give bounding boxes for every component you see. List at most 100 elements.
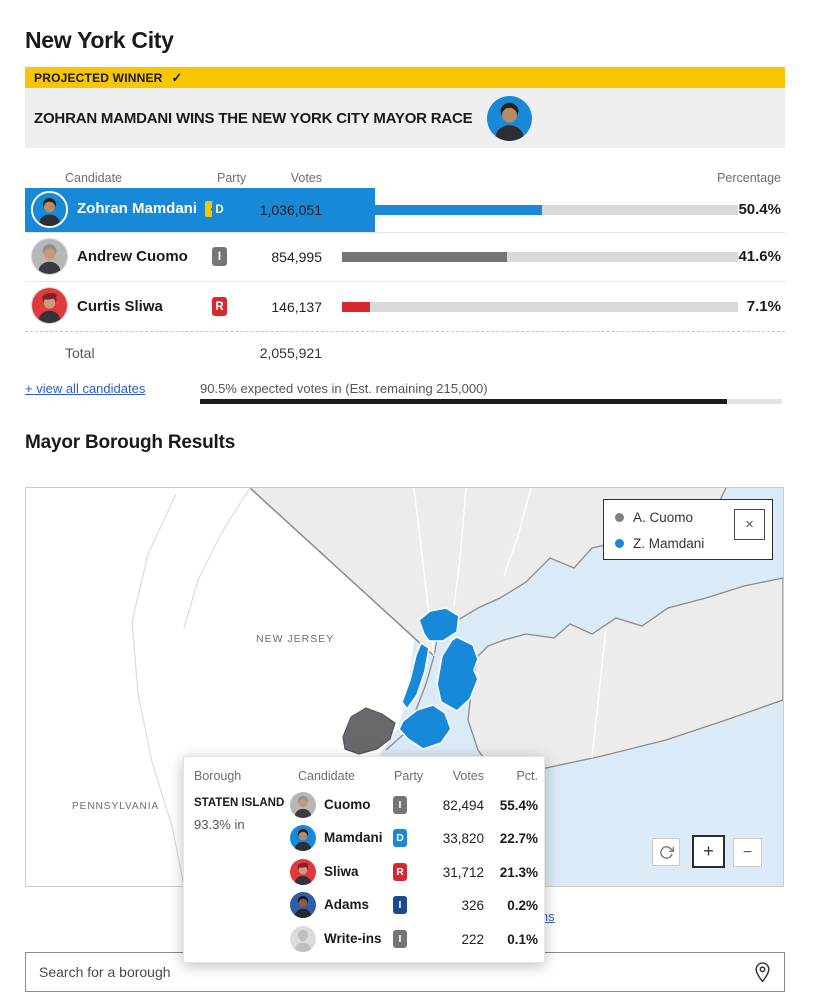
tt-votes: 31,712 bbox=[442, 865, 484, 880]
votes-value: 1,036,051 bbox=[259, 202, 322, 218]
winner-headline-bar: ZOHRAN MAMDANI WINS THE NEW YORK CITY MA… bbox=[25, 88, 785, 148]
candidate-row-cuomo: Andrew Cuomo I 854,995 41.6% bbox=[0, 232, 819, 280]
borough-map[interactable]: NEW JERSEY PENNSYLVANIA A. Cuomo Z. Mamd… bbox=[25, 487, 784, 887]
tt-candidate-name: Mamdani bbox=[324, 830, 383, 845]
county-line bbox=[591, 627, 607, 759]
mamdani-avatar bbox=[290, 825, 316, 851]
party-badge: D bbox=[212, 200, 227, 219]
tt-votes: 326 bbox=[461, 898, 484, 913]
mamdani-legend-dot-icon bbox=[615, 539, 624, 548]
region-westchester-ct bbox=[414, 488, 726, 656]
result-bar bbox=[342, 205, 738, 215]
borough-search-input[interactable] bbox=[26, 964, 754, 980]
map-legend: A. Cuomo Z. Mamdani × bbox=[603, 499, 773, 560]
legend-item-cuomo: A. Cuomo bbox=[615, 510, 693, 525]
col-header-candidate: Candidate bbox=[65, 171, 122, 185]
col-header-votes: Votes bbox=[290, 171, 322, 185]
nj-ny-border bbox=[249, 488, 435, 657]
tooltip-reporting: 93.3% in bbox=[194, 817, 245, 832]
tt-pct: 22.7% bbox=[499, 831, 538, 846]
map-zoom-out-button[interactable]: − bbox=[733, 838, 762, 867]
nj-county-line bbox=[183, 488, 251, 629]
candidate-name: Zohran Mamdani bbox=[77, 200, 198, 217]
tt-pct: 0.2% bbox=[507, 898, 538, 913]
candidate-row-sliwa: Curtis Sliwa R 146,137 7.1% bbox=[0, 281, 819, 330]
winner-headline: ZOHRAN MAMDANI WINS THE NEW YORK CITY MA… bbox=[34, 109, 473, 127]
votes-value: 854,995 bbox=[271, 249, 322, 265]
expected-votes-bar-fill bbox=[200, 399, 727, 404]
result-bar-fill bbox=[342, 205, 542, 215]
tooltip-row-cuomo: Cuomo I 82,494 55.4% bbox=[184, 792, 544, 818]
borough-staten-island[interactable] bbox=[342, 707, 396, 755]
map-label-new-jersey: NEW JERSEY bbox=[256, 633, 335, 645]
total-label: Total bbox=[65, 345, 95, 361]
sliwa-avatar bbox=[290, 859, 316, 885]
party-badge: R bbox=[212, 297, 227, 316]
sliwa-avatar bbox=[31, 287, 68, 324]
result-bar-fill bbox=[342, 252, 507, 262]
mamdani-avatar bbox=[31, 191, 68, 228]
party-badge: I bbox=[393, 930, 407, 948]
adams-avatar bbox=[290, 892, 316, 918]
tt-candidate-name: Cuomo bbox=[324, 797, 371, 812]
pct-value: 41.6% bbox=[738, 248, 781, 265]
borough-brooklyn[interactable] bbox=[398, 704, 452, 750]
tt-pct: 21.3% bbox=[499, 865, 538, 880]
minus-icon: − bbox=[742, 843, 753, 861]
cuomo-avatar bbox=[290, 792, 316, 818]
county-line bbox=[453, 488, 467, 607]
tt-header-candidate: Candidate bbox=[298, 769, 355, 783]
tt-votes: 33,820 bbox=[442, 831, 484, 846]
location-pin-icon[interactable] bbox=[754, 961, 771, 983]
legend-item-mamdani: Z. Mamdani bbox=[615, 536, 704, 551]
pct-value: 7.1% bbox=[746, 298, 781, 315]
borough-section-title: Mayor Borough Results bbox=[25, 432, 236, 453]
tt-header-party: Party bbox=[394, 769, 424, 783]
party-badge: I bbox=[393, 896, 407, 914]
map-canvas[interactable] bbox=[26, 488, 783, 886]
region-long-island bbox=[467, 577, 783, 771]
map-reset-button[interactable] bbox=[652, 838, 680, 866]
nj-county-line bbox=[131, 493, 185, 886]
borough-manhattan[interactable] bbox=[401, 642, 430, 710]
tt-header-pct: Pct. bbox=[516, 769, 538, 783]
total-divider bbox=[25, 330, 785, 332]
close-icon: × bbox=[745, 516, 754, 533]
mamdani-avatar bbox=[487, 95, 533, 141]
tt-pct: 0.1% bbox=[507, 932, 538, 947]
winner-row-highlight bbox=[25, 188, 375, 232]
votes-value: 146,137 bbox=[271, 299, 322, 315]
borough-queens[interactable] bbox=[436, 636, 479, 712]
col-header-party: Party bbox=[217, 171, 247, 185]
plus-icon: + bbox=[703, 841, 714, 861]
party-badge: I bbox=[212, 247, 227, 266]
refresh-icon bbox=[659, 845, 674, 859]
tt-candidate-name: Sliwa bbox=[324, 864, 359, 879]
view-all-candidates-link[interactable]: + view all candidates bbox=[25, 381, 146, 396]
cuomo-legend-dot-icon bbox=[615, 513, 624, 522]
row-divider bbox=[25, 280, 785, 282]
tt-candidate-name: Adams bbox=[324, 897, 370, 912]
map-label-pennsylvania: PENNSYLVANIA bbox=[72, 801, 160, 812]
total-votes: 2,055,921 bbox=[259, 345, 322, 361]
tooltip-row-sliwa: Sliwa R 31,712 21.3% bbox=[184, 859, 544, 885]
borough-tooltip: Borough Candidate Party Votes Pct. STATE… bbox=[183, 756, 545, 963]
legend-close-button[interactable]: × bbox=[734, 509, 765, 540]
expected-votes-text: 90.5% expected votes in (Est. remaining … bbox=[200, 381, 488, 396]
borough-bronx[interactable] bbox=[418, 607, 460, 642]
candidate-row-mamdani: Zohran Mamdani ✓ D 1,036,051 50.4% bbox=[0, 188, 819, 232]
col-header-percentage: Percentage bbox=[717, 171, 781, 185]
cuomo-avatar bbox=[31, 238, 68, 275]
tt-pct: 55.4% bbox=[499, 798, 538, 813]
candidate-name: Andrew Cuomo bbox=[77, 248, 188, 265]
projected-winner-banner: PROJECTED WINNER ✓ bbox=[25, 67, 785, 88]
candidate-name: Curtis Sliwa bbox=[77, 298, 163, 315]
pct-value: 50.4% bbox=[738, 201, 781, 218]
map-zoom-in-button[interactable]: + bbox=[692, 835, 725, 868]
result-bar-fill bbox=[342, 302, 371, 312]
projected-winner-label: PROJECTED WINNER bbox=[34, 70, 163, 85]
legend-label: Z. Mamdani bbox=[633, 536, 705, 551]
tooltip-row-mamdani: Mamdani D 33,820 22.7% bbox=[184, 825, 544, 851]
result-bar bbox=[342, 252, 738, 262]
check-icon: ✓ bbox=[171, 69, 183, 85]
